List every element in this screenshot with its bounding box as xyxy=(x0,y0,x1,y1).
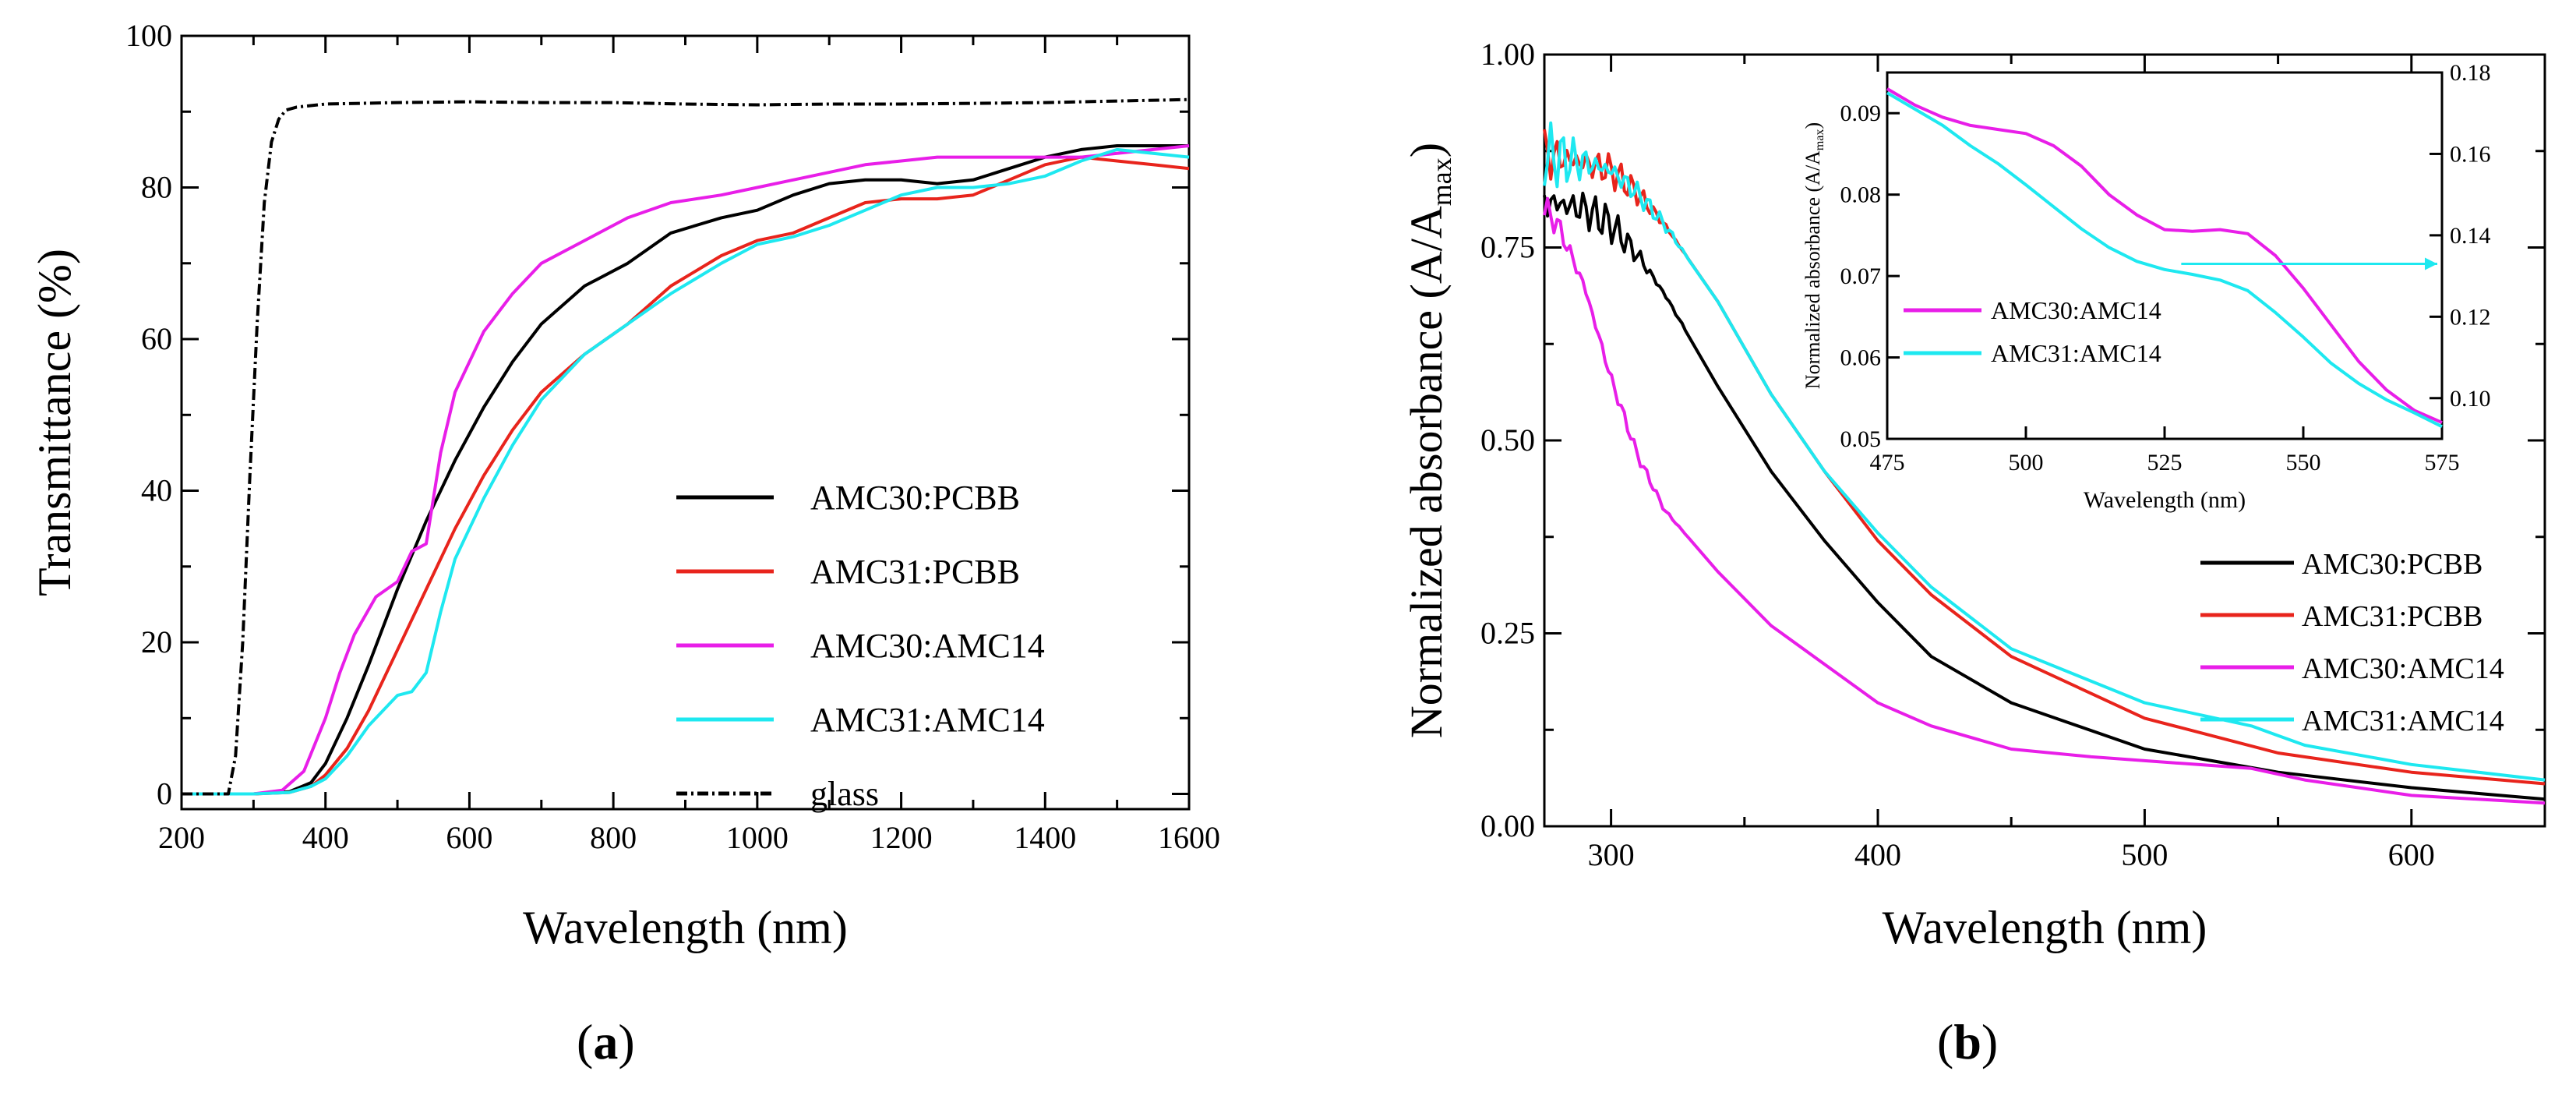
b-legend-label: AMC31:PCBB xyxy=(2302,600,2482,633)
a-xtick-label: 1000 xyxy=(726,820,789,855)
b-series-line xyxy=(1543,196,2546,805)
a-series-line xyxy=(182,144,1190,796)
inset-legend-label: AMC31:AMC14 xyxy=(1991,339,2161,367)
b-ytick-label: 1.00 xyxy=(1480,37,1535,72)
a-legend-label: AMC31:PCBB xyxy=(810,553,1020,591)
a-xtick-label: 200 xyxy=(158,820,205,855)
a-legend-label: AMC30:PCBB xyxy=(810,479,1020,517)
inset-ytick-right-label: 0.16 xyxy=(2450,141,2491,167)
panel-label-a-open: ( xyxy=(577,1014,594,1069)
a-ytick-label: 100 xyxy=(125,18,172,53)
a-series-line xyxy=(182,155,1190,796)
panel-label-b-letter: b xyxy=(1953,1014,1981,1069)
b-ytick-label: 0.25 xyxy=(1480,616,1535,651)
panel-label-a: (a) xyxy=(577,1013,635,1071)
inset-xtick-label: 525 xyxy=(2147,450,2183,475)
chart-b-inset: 475 500 525 550 575 0.05 0.06 0.07 0.08 0.09 0.10 0… xyxy=(1801,60,2491,513)
a-xtick-label: 600 xyxy=(446,820,492,855)
b-xtick-label: 300 xyxy=(1588,837,1635,872)
inset-xtick-label: 500 xyxy=(2009,450,2044,475)
inset-series-line xyxy=(1886,87,2443,424)
b-ylabel: Normalized absorbance (A/Amax) xyxy=(1401,143,1457,738)
a-xtick-label: 800 xyxy=(590,820,637,855)
chart-a: 200 400 600 800 1000 1200 1400 1600 0 20 40 60 80 100… xyxy=(29,18,1220,953)
b-xtick-label: 400 xyxy=(1854,837,1901,872)
inset-ytick-right-label: 0.12 xyxy=(2450,304,2491,330)
b-legend-label: AMC30:PCBB xyxy=(2302,548,2482,581)
b-ytick-label: 0.75 xyxy=(1480,230,1535,265)
inset-xlabel: Wavelength (nm) xyxy=(2084,487,2246,513)
a-ytick-label: 60 xyxy=(141,321,172,356)
panel-label-b: (b) xyxy=(1937,1013,1998,1071)
inset-xtick-label: 575 xyxy=(2425,450,2460,475)
a-series-line xyxy=(182,144,1189,796)
a-legend-label: AMC30:AMC14 xyxy=(810,627,1045,665)
inset-ytick-right-label: 0.14 xyxy=(2450,223,2491,249)
inset-ytick-left-label: 0.07 xyxy=(1840,263,1882,289)
a-xtick-label: 1400 xyxy=(1014,820,1076,855)
a-ytick-label: 20 xyxy=(141,624,172,659)
b-series-line xyxy=(1543,191,2546,801)
panel-label-b-open: ( xyxy=(1937,1014,1954,1069)
a-ytick-label: 80 xyxy=(141,170,172,205)
b-ytick-label: 0.00 xyxy=(1480,808,1535,843)
b-xtick-label: 600 xyxy=(2388,837,2435,872)
inset-legend-label: AMC30:AMC14 xyxy=(1991,296,2161,324)
a-ytick-label: 0 xyxy=(157,776,172,811)
inset-xtick-label: 475 xyxy=(1870,450,1905,475)
a-legend-label: glass xyxy=(810,775,879,813)
inset-ytick-left-label: 0.06 xyxy=(1840,345,1882,371)
b-ytick-label: 0.50 xyxy=(1480,422,1535,458)
panel-label-a-close: ) xyxy=(618,1014,635,1069)
inset-xtick-label: 550 xyxy=(2286,450,2321,475)
b-legend-label: AMC30:AMC14 xyxy=(2302,652,2504,685)
panel-label-b-close: ) xyxy=(1981,1014,1999,1069)
a-series-line xyxy=(182,147,1190,796)
b-xlabel: Wavelength (nm) xyxy=(1883,902,2207,953)
inset-ytick-right-label: 0.10 xyxy=(2450,386,2491,412)
inset-ytick-left-label: 0.08 xyxy=(1840,182,1882,208)
b-xtick-label: 500 xyxy=(2121,837,2168,872)
b-legend-label: AMC31:AMC14 xyxy=(2302,705,2504,737)
inset-ylabel: Normalized absorbance (A/Amax) xyxy=(1801,122,1826,389)
a-xlabel: Wavelength (nm) xyxy=(523,902,848,953)
inset-ytick-right-label: 0.18 xyxy=(2450,60,2491,86)
a-legend-label: AMC31:AMC14 xyxy=(810,701,1045,739)
a-ylabel: Transmittance (%) xyxy=(29,249,80,596)
a-series-line xyxy=(182,97,1190,796)
inset-axis-arrowhead xyxy=(2425,257,2437,270)
chart-b: 300 400 500 600 0.00 0.25 0.50 0.75 1.00 Waveleng… xyxy=(1401,37,2546,953)
b-series-line xyxy=(1543,121,2546,782)
inset-ytick-left-label: 0.09 xyxy=(1840,101,1882,126)
a-xtick-label: 1600 xyxy=(1158,820,1220,855)
a-ytick-label: 40 xyxy=(141,473,172,508)
inset-series-line xyxy=(1886,91,2443,429)
inset-ytick-left-label: 0.05 xyxy=(1840,426,1882,452)
panel-label-a-letter: a xyxy=(593,1014,619,1069)
a-xtick-label: 1200 xyxy=(870,820,933,855)
a-xtick-label: 400 xyxy=(302,820,349,855)
